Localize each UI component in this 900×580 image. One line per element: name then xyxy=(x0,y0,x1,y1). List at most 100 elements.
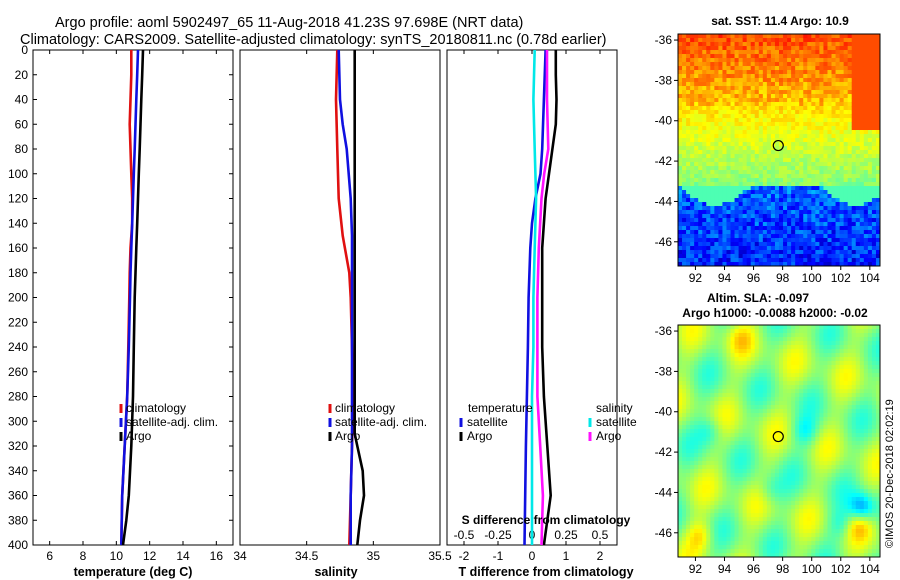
heatmap-cell xyxy=(799,146,804,151)
heatmap-cell xyxy=(827,142,832,147)
heatmap-cell xyxy=(746,102,752,107)
heatmap-cell xyxy=(730,417,735,422)
heatmap-cell xyxy=(787,353,792,358)
heatmap-cell xyxy=(742,78,748,83)
heatmap-cell xyxy=(803,381,808,386)
heatmap-cell xyxy=(758,505,764,510)
heatmap-cell xyxy=(774,549,780,554)
heatmap-cell xyxy=(843,198,849,203)
heatmap-cell xyxy=(746,54,752,59)
heatmap-cell xyxy=(851,78,857,83)
heatmap-cell xyxy=(779,86,784,91)
heatmap-cell xyxy=(678,325,683,330)
heatmap-cell xyxy=(795,106,800,111)
heatmap-cell xyxy=(722,70,727,75)
heatmap-cell xyxy=(718,377,723,382)
heatmap-cell xyxy=(839,238,845,243)
heatmap-cell xyxy=(811,118,816,123)
heatmap-cell xyxy=(694,425,699,430)
heatmap-cell xyxy=(738,329,744,334)
heatmap-cell xyxy=(803,345,808,350)
heatmap-cell xyxy=(823,154,828,159)
heatmap-cell xyxy=(795,361,800,366)
heatmap-cell xyxy=(702,210,707,215)
map-x-tick-label: 92 xyxy=(689,271,703,285)
heatmap-cell xyxy=(734,38,739,43)
heatmap-cell xyxy=(815,234,820,239)
heatmap-cell xyxy=(726,501,731,506)
heatmap-cell xyxy=(718,417,723,422)
heatmap-cell xyxy=(730,353,735,358)
heatmap-cell xyxy=(839,242,845,247)
heatmap-cell xyxy=(714,537,719,542)
heatmap-cell xyxy=(758,333,764,338)
heatmap-cell xyxy=(730,218,735,223)
heatmap-cell xyxy=(722,222,727,227)
heatmap-cell xyxy=(758,206,764,211)
heatmap-cell xyxy=(875,250,881,255)
heatmap-cell xyxy=(746,226,752,231)
heatmap-cell xyxy=(746,178,752,183)
heatmap-cell xyxy=(686,250,691,255)
heatmap-cell xyxy=(766,449,772,454)
heatmap-cell xyxy=(791,553,796,558)
heatmap-cell xyxy=(686,174,691,179)
heatmap-cell xyxy=(690,46,695,51)
heatmap-cell xyxy=(754,549,760,554)
heatmap-cell xyxy=(738,377,744,382)
heatmap-cell xyxy=(722,537,727,542)
heatmap-cell xyxy=(823,102,828,107)
heatmap-cell xyxy=(734,505,739,510)
heatmap-cell xyxy=(762,182,768,187)
heatmap-cell xyxy=(803,226,808,231)
heatmap-cell xyxy=(783,74,788,79)
heatmap-cell xyxy=(718,381,723,386)
heatmap-cell xyxy=(738,186,744,191)
heatmap-cell xyxy=(710,174,715,179)
heatmap-cell xyxy=(766,126,772,131)
heatmap-cell xyxy=(682,377,687,382)
heatmap-cell xyxy=(783,397,788,402)
heatmap-cell xyxy=(698,70,703,75)
heatmap-cell xyxy=(698,477,703,482)
heatmap-cell xyxy=(730,86,735,91)
heatmap-cell xyxy=(710,429,715,434)
heatmap-cell xyxy=(682,206,687,211)
legend-label: Argo xyxy=(467,429,493,443)
heatmap-cell xyxy=(686,146,691,151)
heatmap-cell xyxy=(738,82,744,87)
heatmap-cell xyxy=(762,258,768,263)
heatmap-cell xyxy=(718,170,723,175)
heatmap-cell xyxy=(722,529,727,534)
heatmap-cell xyxy=(734,250,739,255)
heatmap-cell xyxy=(831,102,836,107)
heatmap-cell xyxy=(694,158,699,163)
heatmap-cell xyxy=(706,194,711,199)
heatmap-cell xyxy=(815,110,820,115)
heatmap-cell xyxy=(754,393,760,398)
heatmap-cell xyxy=(774,441,780,446)
heatmap-cell xyxy=(742,473,748,478)
heatmap-cell xyxy=(795,50,800,55)
heatmap-cell xyxy=(779,409,784,414)
heatmap-cell xyxy=(795,521,800,526)
heatmap-cell xyxy=(807,230,812,235)
heatmap-cell xyxy=(742,54,748,59)
heatmap-cell xyxy=(698,214,703,219)
heatmap-cell xyxy=(742,70,748,75)
heatmap-cell xyxy=(686,118,691,123)
heatmap-cell xyxy=(827,50,832,55)
heatmap-cell xyxy=(690,357,695,362)
heatmap-cell xyxy=(766,62,772,67)
heatmap-cell xyxy=(823,206,828,211)
heatmap-cell xyxy=(686,114,691,119)
heatmap-cell xyxy=(746,353,752,358)
heatmap-cell xyxy=(819,242,824,247)
heatmap-cell xyxy=(783,457,788,462)
heatmap-cell xyxy=(843,182,849,187)
heatmap-cell xyxy=(791,425,796,430)
heatmap-cell xyxy=(799,365,804,370)
heatmap-cell xyxy=(726,90,731,95)
heatmap-cell xyxy=(738,545,744,550)
heatmap-cell xyxy=(835,58,840,63)
